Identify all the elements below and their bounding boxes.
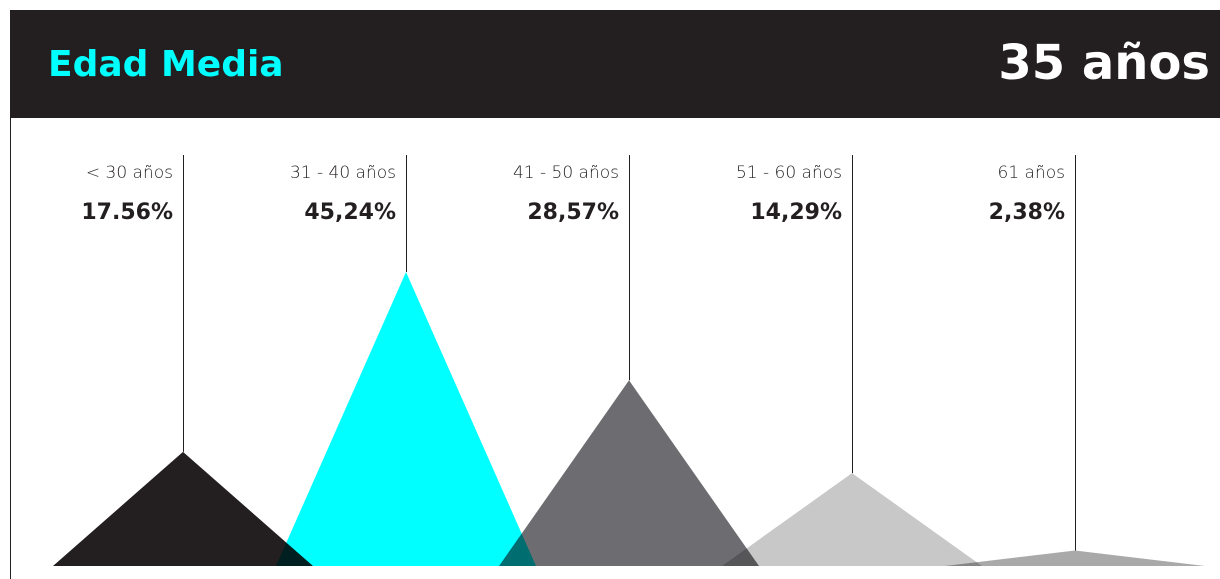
category-label: 31 - 40 años (290, 163, 396, 183)
value-label: 28,57% (527, 200, 619, 225)
headline-value: 35 años (998, 35, 1210, 91)
triangle (499, 380, 759, 566)
value-label: 17.56% (81, 200, 173, 225)
category-label: < 30 años (86, 163, 173, 183)
category-label: 61 años (998, 163, 1066, 183)
header-bar (10, 10, 1220, 118)
category-label: 51 - 60 años (736, 163, 842, 183)
triangle (53, 451, 313, 566)
triangle (276, 271, 536, 566)
value-label: 14,29% (750, 200, 842, 225)
plot (53, 271, 1205, 566)
triangle (945, 550, 1205, 566)
chart-title: Edad Media (48, 44, 284, 85)
value-label: 45,24% (304, 200, 396, 225)
value-label: 2,38% (989, 200, 1065, 225)
category-label: 41 - 50 años (513, 163, 619, 183)
triangle (722, 473, 982, 566)
